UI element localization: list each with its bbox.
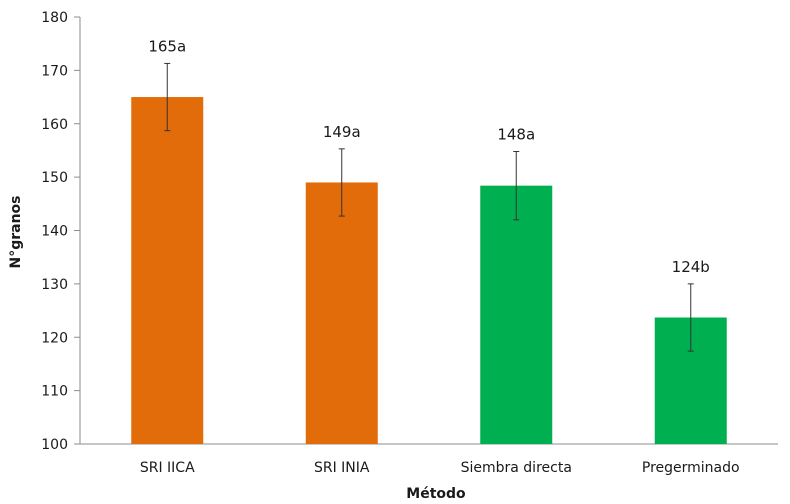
y-axis-title: N°granos (8, 195, 24, 268)
y-tick-label: 110 (41, 384, 68, 400)
y-axis-ticks: 100 110 120 130 140 150 160 170 180 (41, 10, 80, 453)
bars (131, 97, 727, 445)
bar (480, 185, 553, 445)
error-bars (164, 62, 694, 352)
y-tick-label: 160 (41, 117, 68, 133)
x-tick-label: Siembra directa (461, 460, 572, 476)
data-label: 165a (148, 37, 186, 55)
data-label: 124b (672, 258, 710, 276)
x-tick-label: Pregerminado (642, 460, 740, 476)
bar (131, 97, 204, 444)
y-tick-label: 170 (41, 63, 68, 79)
x-tick-label: SRI INIA (314, 460, 370, 476)
data-label: 149a (323, 123, 361, 141)
y-tick-label: 100 (41, 437, 68, 453)
y-tick-label: 120 (41, 330, 68, 346)
y-tick-label: 150 (41, 170, 68, 186)
y-tick-label: 140 (41, 224, 68, 240)
y-tick-label: 180 (41, 10, 68, 26)
bar (305, 182, 378, 444)
data-label: 148a (497, 126, 535, 144)
x-axis-categories: SRI IICA SRI INIA Siembra directa Pregermin… (140, 460, 740, 476)
y-tick-label: 130 (41, 277, 68, 293)
x-axis-title: Método (406, 486, 466, 502)
data-labels: 165a 149a 148a 124b (148, 37, 709, 275)
x-tick-label: SRI IICA (140, 460, 195, 476)
